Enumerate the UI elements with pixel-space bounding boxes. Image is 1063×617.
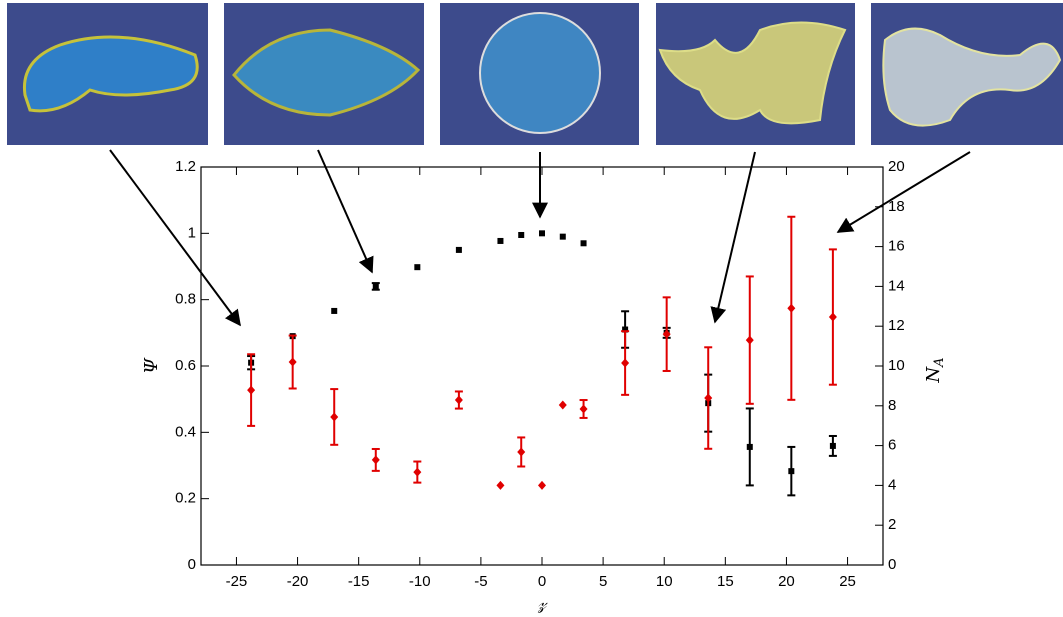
point	[704, 393, 713, 403]
point	[454, 395, 463, 405]
point	[829, 442, 836, 449]
y-tick-label: 1	[188, 224, 196, 241]
x-tick-label: -25	[226, 573, 248, 590]
point	[518, 231, 525, 238]
y2-tick-label: 2	[888, 516, 896, 533]
point	[371, 455, 380, 465]
x-tick-label: 15	[717, 573, 734, 590]
arrow	[836, 151, 971, 233]
y-tick-label: 1.2	[175, 158, 196, 175]
x-tick-label: -10	[409, 573, 431, 590]
x-tick-label: -5	[474, 573, 487, 590]
y2-tick-label: 14	[888, 277, 905, 294]
point	[662, 329, 671, 339]
y-tick-label: 0	[188, 556, 196, 573]
point	[538, 480, 546, 490]
y2-tick-label: 18	[888, 198, 905, 215]
y-tick-label: 0.2	[175, 490, 196, 507]
point	[621, 358, 630, 368]
y2-tick-label: 20	[888, 158, 905, 175]
point	[330, 412, 339, 422]
y2-tick-label: 0	[888, 556, 896, 573]
point	[580, 240, 587, 247]
point	[622, 326, 629, 333]
y-tick-label: 0.8	[175, 291, 196, 308]
y2-tick-label: 12	[888, 317, 905, 334]
arrow	[710, 151, 756, 324]
y-tick-label: 0.6	[175, 357, 196, 374]
point	[497, 237, 504, 244]
x-tick-label: -20	[287, 573, 309, 590]
x-axis-label: 𝓏	[537, 593, 548, 614]
shape-5	[882, 27, 1062, 127]
point	[579, 404, 588, 414]
shape-2	[232, 28, 421, 117]
x-tick-label: 20	[778, 573, 795, 590]
y2-axis-label: NA	[923, 357, 947, 383]
x-tick-label: 25	[839, 573, 856, 590]
point	[288, 357, 297, 367]
plot-frame	[200, 166, 884, 566]
y-axis-label: Ψ	[141, 357, 162, 374]
y2-tick-label: 8	[888, 397, 896, 414]
snapshots	[7, 3, 1063, 145]
y2-tick-label: 6	[888, 437, 896, 454]
x-tick-label: -15	[348, 573, 370, 590]
y2-tick-label: 10	[888, 357, 905, 374]
point	[828, 312, 837, 322]
point	[558, 400, 567, 410]
y2-tick-label: 4	[888, 476, 896, 493]
shape-1	[22, 35, 199, 113]
shape-4	[658, 21, 847, 125]
point	[787, 303, 796, 313]
point	[414, 264, 421, 271]
y2-axis-label-sub: A	[932, 357, 947, 367]
point	[517, 447, 526, 457]
x-tick-label: 0	[538, 573, 546, 590]
shape-3	[479, 12, 601, 134]
y-tick-label: 0.4	[175, 423, 196, 440]
point	[372, 283, 379, 290]
point	[496, 480, 505, 490]
point	[331, 307, 338, 314]
point	[455, 246, 462, 253]
x-tick-label: 5	[599, 573, 607, 590]
point	[539, 230, 545, 237]
y2-tick-label: 16	[888, 238, 905, 255]
arrow	[109, 149, 241, 327]
y2-axis-label-main: N	[923, 366, 944, 384]
point	[746, 443, 753, 450]
arrows	[109, 149, 971, 327]
point	[745, 335, 754, 345]
point	[247, 385, 256, 395]
point	[559, 233, 566, 240]
x-tick-label: 10	[656, 573, 673, 590]
arrow	[317, 149, 374, 274]
point	[788, 468, 795, 475]
point	[413, 467, 422, 477]
